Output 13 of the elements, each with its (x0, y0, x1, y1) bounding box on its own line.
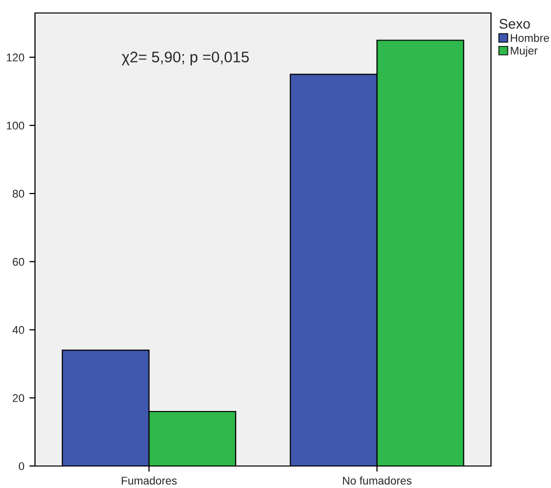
y-tick-label: 100 (6, 122, 24, 130)
y-tick-label: 0 (18, 462, 24, 470)
legend-title: Sexo (499, 18, 530, 29)
y-tick-label: 80 (12, 190, 24, 198)
y-tick-label: 20 (12, 394, 24, 402)
legend-label: Mujer (510, 46, 538, 57)
legend-label: Hombre (510, 34, 549, 42)
x-tick-label: No fumadores (343, 476, 412, 485)
x-tick-label: Fumadores (122, 476, 177, 485)
y-tick-label: 60 (12, 258, 24, 266)
y-tick-label: 40 (12, 326, 24, 334)
annotation: χ2= 5,90; p =0,015 (122, 52, 249, 66)
y-tick-label: 120 (6, 54, 24, 62)
